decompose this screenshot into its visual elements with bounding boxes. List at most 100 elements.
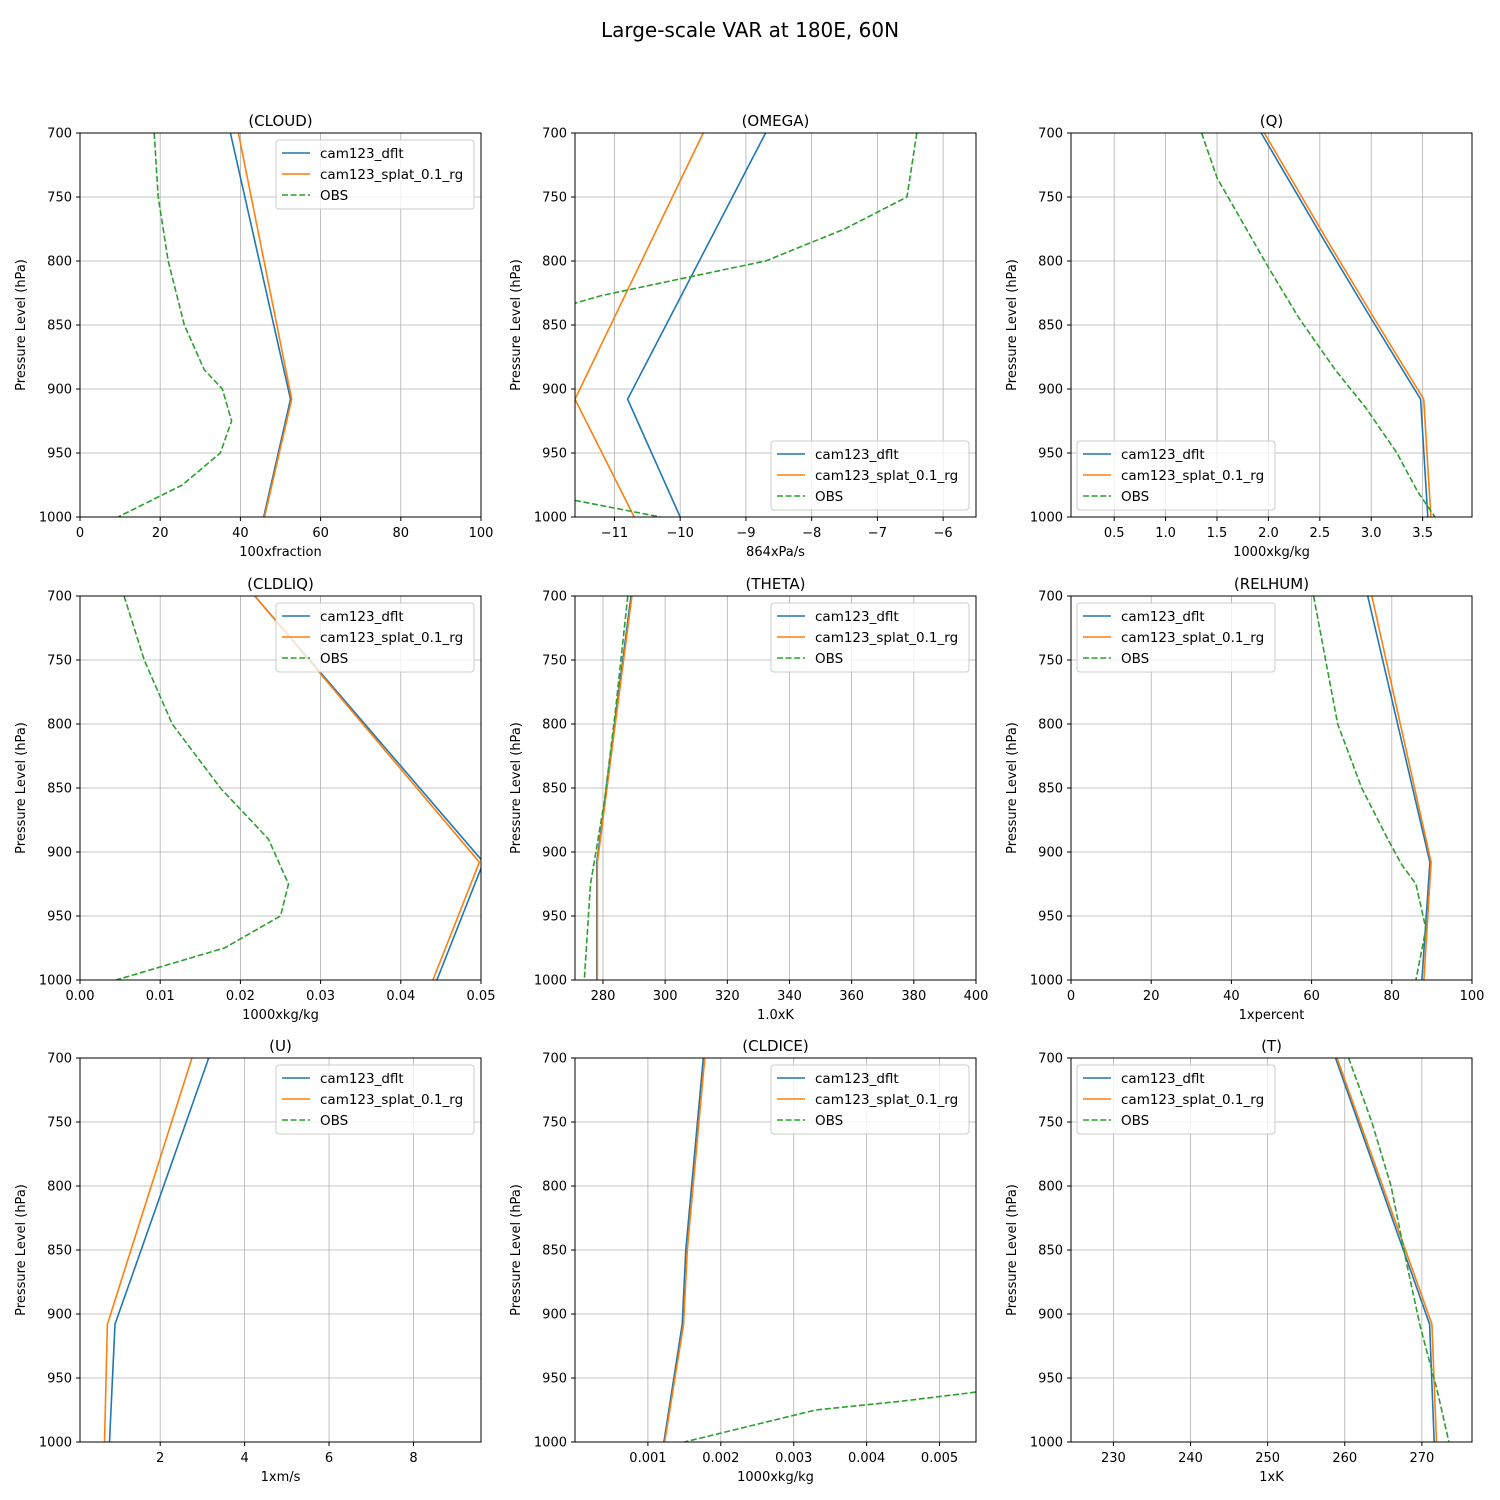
panel-relhum: 0 20 40 60 80 100 700 750 800 850 900 950 1000 (RELHU… bbox=[1005, 575, 1484, 1023]
y-tick-label: 700 bbox=[47, 590, 72, 605]
legend-label: OBS bbox=[320, 651, 348, 667]
series-line-cam123-splat-0-1-rg bbox=[1263, 133, 1432, 517]
series-line-cam123-dflt bbox=[1366, 596, 1431, 980]
x-tick-label: 400 bbox=[964, 989, 989, 1004]
x-tick-label: 0 bbox=[1067, 989, 1075, 1004]
y-tick-label: 950 bbox=[542, 1372, 567, 1387]
y-tick-label: 850 bbox=[542, 782, 567, 797]
legend-label: cam123_dflt bbox=[815, 1071, 899, 1087]
y-tick-label: 850 bbox=[542, 319, 567, 334]
panel-title: (U) bbox=[269, 1037, 292, 1055]
legend-box bbox=[770, 602, 970, 673]
y-tick-label: 700 bbox=[1038, 1052, 1063, 1067]
series-lines bbox=[1200, 133, 1436, 517]
series-line-cam123-splat-0-1-rg bbox=[103, 1058, 193, 1442]
panel-title: (CLDLIQ) bbox=[247, 575, 314, 593]
legend-label: cam123_dflt bbox=[320, 1071, 404, 1087]
series-line-obs bbox=[583, 596, 629, 980]
y-tick-label: 800 bbox=[47, 1180, 72, 1195]
x-tick-label: −8 bbox=[802, 526, 821, 541]
panels: 0 20 40 60 80 1007007508008509009501000(CLOUD… bbox=[14, 112, 1484, 1485]
x-tick-label: 240 bbox=[1178, 1451, 1203, 1466]
x-tick-label: 300 bbox=[653, 989, 678, 1004]
series-lines bbox=[115, 596, 481, 980]
y-tick-label: 700 bbox=[542, 1052, 567, 1067]
x-tick-label: 20 bbox=[152, 526, 169, 541]
x-axis-label: 1000xkg/kg bbox=[242, 1008, 319, 1023]
x-tick-label: 80 bbox=[393, 526, 410, 541]
x-tick-label: 0.002 bbox=[702, 1451, 739, 1466]
series-lines bbox=[1334, 1058, 1450, 1442]
legend-label: cam123_splat_0.1_rg bbox=[815, 630, 958, 646]
panel-t: 230 240 250 260 270 700 750 800 850 900 950 1000 (T)… bbox=[1005, 1037, 1473, 1485]
y-tick-label: 950 bbox=[47, 1372, 72, 1387]
series-lines bbox=[575, 133, 918, 517]
x-axis-label: 1000xkg/kg bbox=[1233, 545, 1310, 560]
y-tick-label: 850 bbox=[47, 1244, 72, 1259]
legend-label: OBS bbox=[1121, 651, 1149, 667]
y-tick-label: 750 bbox=[542, 1116, 567, 1131]
series-line-obs bbox=[684, 1391, 976, 1442]
series-line-cam123-splat-0-1-rg bbox=[575, 133, 704, 517]
legend: cam123_dflt cam123_splat_0.1_rg OBS bbox=[1076, 602, 1276, 673]
panel-title: (Q) bbox=[1260, 112, 1284, 130]
panel-cldice: 0.001 0.002 0.003 0.004 0.005 700 750 800 850 900… bbox=[509, 1037, 977, 1485]
y-tick-label: 800 bbox=[542, 255, 567, 270]
series-line-cam123-splat-0-1-rg bbox=[254, 596, 481, 980]
x-tick-label: 2 bbox=[156, 1451, 164, 1466]
x-tick-label: 40 bbox=[1223, 989, 1240, 1004]
y-tick-label: 700 bbox=[542, 127, 567, 142]
x-axis-label: 1xpercent bbox=[1239, 1008, 1305, 1023]
panel-cloud: 0 20 40 60 80 100 700 750 800 850 900 950 1000 (CLOUD… bbox=[14, 112, 493, 560]
y-tick-label: 800 bbox=[1038, 255, 1063, 270]
series-line-obs bbox=[117, 133, 233, 517]
series-line-cam123-dflt bbox=[1334, 1058, 1435, 1442]
x-tick-label: 2.0 bbox=[1258, 526, 1279, 541]
legend-label: cam123_dflt bbox=[1121, 447, 1205, 463]
y-tick-label: 950 bbox=[1038, 1372, 1063, 1387]
legend-box bbox=[1076, 1064, 1276, 1135]
x-tick-label: 0.05 bbox=[467, 989, 496, 1004]
panel-omega: −11 −10 −9 −8 −7 −6 700 750 800 850 900 950 1000 (OME… bbox=[509, 112, 977, 560]
legend-box bbox=[770, 440, 970, 511]
series-lines bbox=[1312, 596, 1432, 980]
series-line-cam123-dflt bbox=[1260, 133, 1429, 517]
y-axis-label: Pressure Level (hPa) bbox=[14, 1184, 29, 1316]
y-tick-label: 750 bbox=[1038, 654, 1063, 669]
x-tick-label: 60 bbox=[1303, 989, 1320, 1004]
legend-box bbox=[275, 1064, 475, 1135]
x-tick-label: 250 bbox=[1255, 1451, 1280, 1466]
y-tick-label: 950 bbox=[542, 447, 567, 462]
y-tick-label: 850 bbox=[1038, 319, 1063, 334]
x-axis-label: 1xK bbox=[1259, 1470, 1284, 1485]
y-tick-label: 900 bbox=[1038, 846, 1063, 861]
y-tick-label: 700 bbox=[47, 1052, 72, 1067]
x-tick-label: 2.5 bbox=[1309, 526, 1330, 541]
legend: cam123_dflt cam123_splat_0.1_rg OBS bbox=[275, 1064, 475, 1135]
legend-box bbox=[770, 1064, 970, 1135]
series-line-obs bbox=[575, 133, 918, 304]
panel-title: (CLDICE) bbox=[742, 1037, 808, 1055]
legend: cam123_dflt cam123_splat_0.1_rg OBS bbox=[1076, 1064, 1276, 1135]
legend-label: OBS bbox=[320, 1113, 348, 1129]
x-tick-label: 0.5 bbox=[1104, 526, 1125, 541]
series-lines bbox=[117, 133, 293, 517]
legend-label: OBS bbox=[1121, 489, 1149, 505]
x-tick-label: −7 bbox=[868, 526, 887, 541]
series-line-cam123-splat-0-1-rg bbox=[1336, 1058, 1438, 1442]
panel-title: (RELHUM) bbox=[1234, 575, 1309, 593]
figure-title: Large-scale VAR at 180E, 60N bbox=[601, 18, 899, 42]
x-tick-label: 320 bbox=[715, 989, 740, 1004]
series-line-obs bbox=[1347, 1058, 1450, 1442]
x-axis-label: 864xPa/s bbox=[746, 545, 805, 560]
x-tick-label: 4 bbox=[240, 1451, 248, 1466]
y-tick-label: 750 bbox=[47, 654, 72, 669]
x-tick-label: 8 bbox=[409, 1451, 417, 1466]
legend: cam123_dflt cam123_splat_0.1_rg OBS bbox=[1076, 440, 1276, 511]
y-axis-label: Pressure Level (hPa) bbox=[509, 722, 524, 854]
x-tick-label: 340 bbox=[777, 989, 802, 1004]
y-tick-label: 800 bbox=[1038, 1180, 1063, 1195]
panel-cldliq: 0.00 0.01 0.02 0.03 0.04 0.05 700 750 800 850 900 9… bbox=[14, 575, 495, 1023]
series-line-cam123-splat-0-1-rg bbox=[663, 1058, 706, 1442]
